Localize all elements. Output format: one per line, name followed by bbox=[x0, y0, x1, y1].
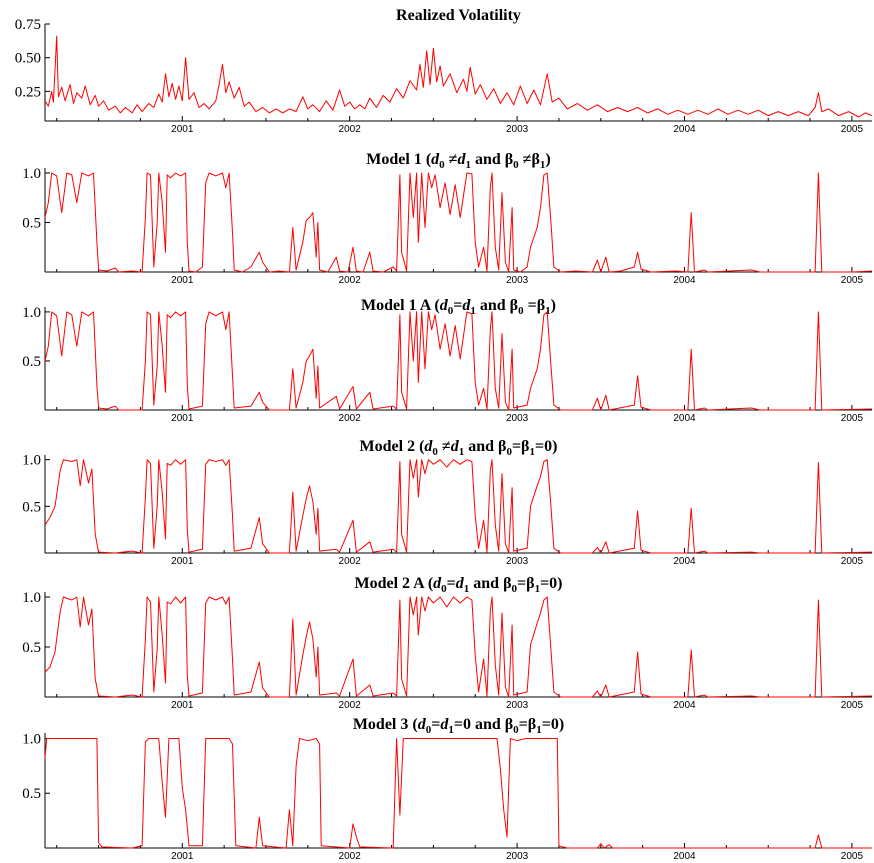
y-tick-label: 1.0 bbox=[22, 305, 41, 321]
y-tick-label: 1.0 bbox=[22, 731, 41, 747]
chart-title: Model 1 A (d0=d1 and β0 =β1) bbox=[361, 297, 556, 317]
chart-panel-0: Realized Volatility 0.25 0.50 0.75 2001 2002 2… bbox=[15, 7, 873, 135]
y-tick-label: 1.0 bbox=[22, 453, 41, 469]
x-tick-label: 2001 bbox=[171, 275, 194, 286]
series-line-0 bbox=[44, 596, 873, 698]
y-tick-label: 0.5 bbox=[22, 215, 41, 231]
x-tick-label: 2004 bbox=[673, 275, 696, 286]
x-tick-label: 2005 bbox=[841, 124, 864, 135]
chart-panel-3: Model 2 (d0 ≠d1 and β0=β1=0) 0.5 1.0 2001 20… bbox=[22, 438, 873, 567]
y-tick-label: 1.0 bbox=[22, 590, 41, 606]
x-tick-label: 2003 bbox=[506, 556, 529, 567]
x-tick-label: 2004 bbox=[673, 124, 696, 135]
series-line-0 bbox=[44, 35, 873, 118]
chart-title: Model 2 A (d0=d1 and β0=β1=0) bbox=[354, 575, 562, 595]
series-line-0 bbox=[44, 459, 873, 554]
y-tick-label: 0.5 bbox=[22, 354, 41, 370]
y-tick-label: 0.5 bbox=[22, 499, 41, 515]
chart-title: Model 2 (d0 ≠d1 and β0=β1=0) bbox=[360, 438, 558, 458]
x-tick-label: 2005 bbox=[841, 851, 864, 862]
series-line-0 bbox=[44, 738, 872, 849]
x-tick-label: 2004 bbox=[673, 700, 696, 711]
chart-title: Model 1 (d0 ≠d1 and β0 ≠β1) bbox=[366, 151, 550, 171]
x-tick-label: 2005 bbox=[841, 700, 864, 711]
series-line-0 bbox=[44, 311, 873, 411]
x-tick-label: 2004 bbox=[673, 556, 696, 567]
x-tick-label: 2001 bbox=[171, 124, 194, 135]
y-tick-label: 0.50 bbox=[15, 51, 41, 67]
x-tick-label: 2003 bbox=[506, 413, 529, 424]
x-tick-label: 2002 bbox=[339, 700, 362, 711]
x-tick-label: 2003 bbox=[506, 851, 529, 862]
x-tick-label: 2005 bbox=[841, 275, 864, 286]
x-tick-label: 2002 bbox=[339, 413, 362, 424]
x-tick-label: 2002 bbox=[339, 851, 362, 862]
chart-panel-2: Model 1 A (d0=d1 and β0 =β1) 0.5 1.0 2001 20… bbox=[22, 297, 873, 424]
chart-panel-1: Model 1 (d0 ≠d1 and β0 ≠β1) 0.5 1.0 2001 200… bbox=[22, 151, 873, 286]
x-tick-label: 2003 bbox=[506, 275, 529, 286]
series-line-0 bbox=[44, 172, 873, 273]
x-tick-label: 2005 bbox=[841, 413, 864, 424]
x-tick-label: 2004 bbox=[673, 413, 696, 424]
x-tick-label: 2003 bbox=[506, 124, 529, 135]
x-tick-label: 2001 bbox=[171, 413, 194, 424]
x-tick-label: 2001 bbox=[171, 556, 194, 567]
y-tick-label: 0.25 bbox=[15, 84, 41, 100]
y-tick-label: 0.75 bbox=[15, 17, 41, 33]
x-tick-label: 2002 bbox=[339, 556, 362, 567]
x-tick-label: 2002 bbox=[339, 124, 362, 135]
y-tick-label: 0.5 bbox=[22, 640, 41, 656]
x-tick-label: 2001 bbox=[171, 700, 194, 711]
x-tick-label: 2004 bbox=[673, 851, 696, 862]
x-tick-label: 2005 bbox=[841, 556, 864, 567]
chart-title: Realized Volatility bbox=[396, 7, 521, 24]
y-tick-label: 1.0 bbox=[22, 166, 41, 182]
chart-panel-5: Model 3 (d0=d1=0 and β0=β1=0) 0.5 1.0 2001 2… bbox=[22, 716, 872, 862]
chart-panel-4: Model 2 A (d0=d1 and β0=β1=0) 0.5 1.0 2001 2… bbox=[22, 575, 873, 711]
y-tick-label: 0.5 bbox=[22, 786, 41, 802]
x-tick-label: 2001 bbox=[171, 851, 194, 862]
x-tick-label: 2003 bbox=[506, 700, 529, 711]
chart-title: Model 3 (d0=d1=0 and β0=β1=0) bbox=[353, 716, 564, 736]
x-tick-label: 2002 bbox=[339, 275, 362, 286]
